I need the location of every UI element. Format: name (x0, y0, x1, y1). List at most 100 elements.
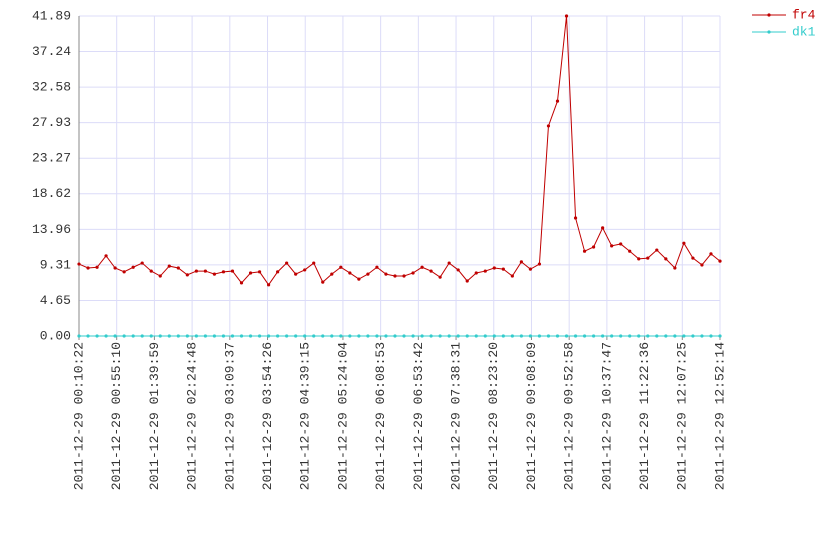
data-point (510, 334, 514, 338)
data-point (276, 270, 280, 274)
data-point (375, 265, 379, 269)
y-tick-label: 27.93 (32, 115, 71, 130)
data-point (131, 334, 135, 338)
x-tick-label: 2011-12-29 03:54:26 (260, 342, 275, 490)
data-point (492, 334, 496, 338)
x-tick-label: 2011-12-29 00:10:22 (71, 342, 86, 490)
data-point (312, 261, 316, 265)
data-point (664, 334, 668, 338)
data-point (221, 270, 226, 274)
data-point (285, 334, 289, 338)
data-point (303, 334, 307, 338)
data-point (637, 257, 641, 261)
data-point (158, 274, 162, 278)
data-point (700, 263, 704, 267)
series-line (78, 15, 721, 286)
data-point (474, 334, 478, 338)
data-point (411, 334, 415, 338)
data-point (122, 270, 126, 274)
data-point (438, 334, 442, 338)
data-point (357, 334, 361, 338)
data-point (456, 334, 460, 338)
data-point (492, 266, 496, 270)
legend-label: fr4 (792, 7, 816, 22)
data-point (456, 268, 460, 272)
x-tick-label: 2011-12-29 02:24:48 (185, 342, 200, 490)
data-point (510, 274, 514, 278)
data-point (357, 277, 361, 281)
data-point (294, 272, 298, 276)
data-point (321, 280, 325, 284)
data-point (113, 266, 117, 270)
data-point (483, 269, 487, 273)
data-point (465, 334, 469, 338)
x-tick-label: 2011-12-29 08:23:20 (486, 342, 501, 490)
data-point (537, 334, 542, 338)
x-tick-label: 2011-12-29 09:52:58 (562, 342, 577, 490)
data-point (420, 265, 424, 269)
data-point (348, 271, 352, 275)
x-tick-label: 2011-12-29 09:08:09 (524, 342, 539, 490)
x-tick-label: 2011-12-29 11:22:36 (637, 342, 652, 490)
data-point (176, 334, 180, 338)
x-tick-label: 2011-12-29 10:37:47 (599, 342, 614, 490)
data-point (546, 124, 551, 128)
data-point (167, 264, 171, 268)
data-point (610, 244, 614, 248)
data-point (519, 260, 523, 264)
data-point (546, 334, 551, 338)
y-tick-label: 13.96 (32, 222, 71, 237)
data-point (122, 334, 126, 338)
data-point (330, 272, 334, 276)
x-tick-label: 2011-12-29 12:07:25 (675, 342, 690, 490)
data-point (158, 334, 162, 338)
data-point (230, 334, 235, 338)
y-tick-label: 18.62 (32, 186, 71, 201)
data-point (709, 334, 713, 338)
y-tick-label: 4.65 (40, 293, 71, 308)
data-point (276, 334, 280, 338)
y-tick-label: 9.31 (40, 257, 71, 272)
data-point (348, 334, 352, 338)
data-point (303, 268, 307, 272)
data-point (429, 269, 433, 273)
data-point (149, 269, 153, 273)
data-point (294, 334, 298, 338)
data-point (239, 281, 244, 285)
data-point (185, 334, 189, 338)
data-point (95, 334, 99, 338)
data-point (555, 334, 560, 338)
data-point (483, 334, 487, 338)
data-point (573, 334, 578, 338)
data-point (131, 265, 135, 269)
data-point (700, 334, 704, 338)
data-point (212, 272, 217, 276)
data-point (375, 334, 379, 338)
x-tick-label: 2011-12-29 07:38:31 (448, 342, 463, 490)
data-point (86, 334, 90, 338)
data-point (339, 334, 343, 338)
data-point (194, 269, 198, 273)
data-point (212, 334, 217, 338)
data-point (474, 271, 478, 275)
data-point (592, 334, 596, 338)
data-point (366, 334, 370, 338)
data-point (140, 261, 144, 265)
data-point (312, 334, 316, 338)
data-point (682, 334, 686, 338)
data-point (718, 334, 722, 338)
data-point (402, 334, 406, 338)
data-point (691, 334, 695, 338)
data-point (619, 334, 623, 338)
data-point (248, 271, 253, 275)
data-point (601, 226, 605, 230)
data-point (104, 334, 108, 338)
data-point (438, 275, 442, 279)
data-point (628, 334, 632, 338)
data-point (104, 254, 108, 258)
data-point (519, 334, 523, 338)
x-tick-label: 2011-12-29 00:55:10 (109, 342, 124, 490)
data-point (718, 259, 722, 263)
data-point (582, 334, 587, 338)
data-point (393, 334, 397, 338)
